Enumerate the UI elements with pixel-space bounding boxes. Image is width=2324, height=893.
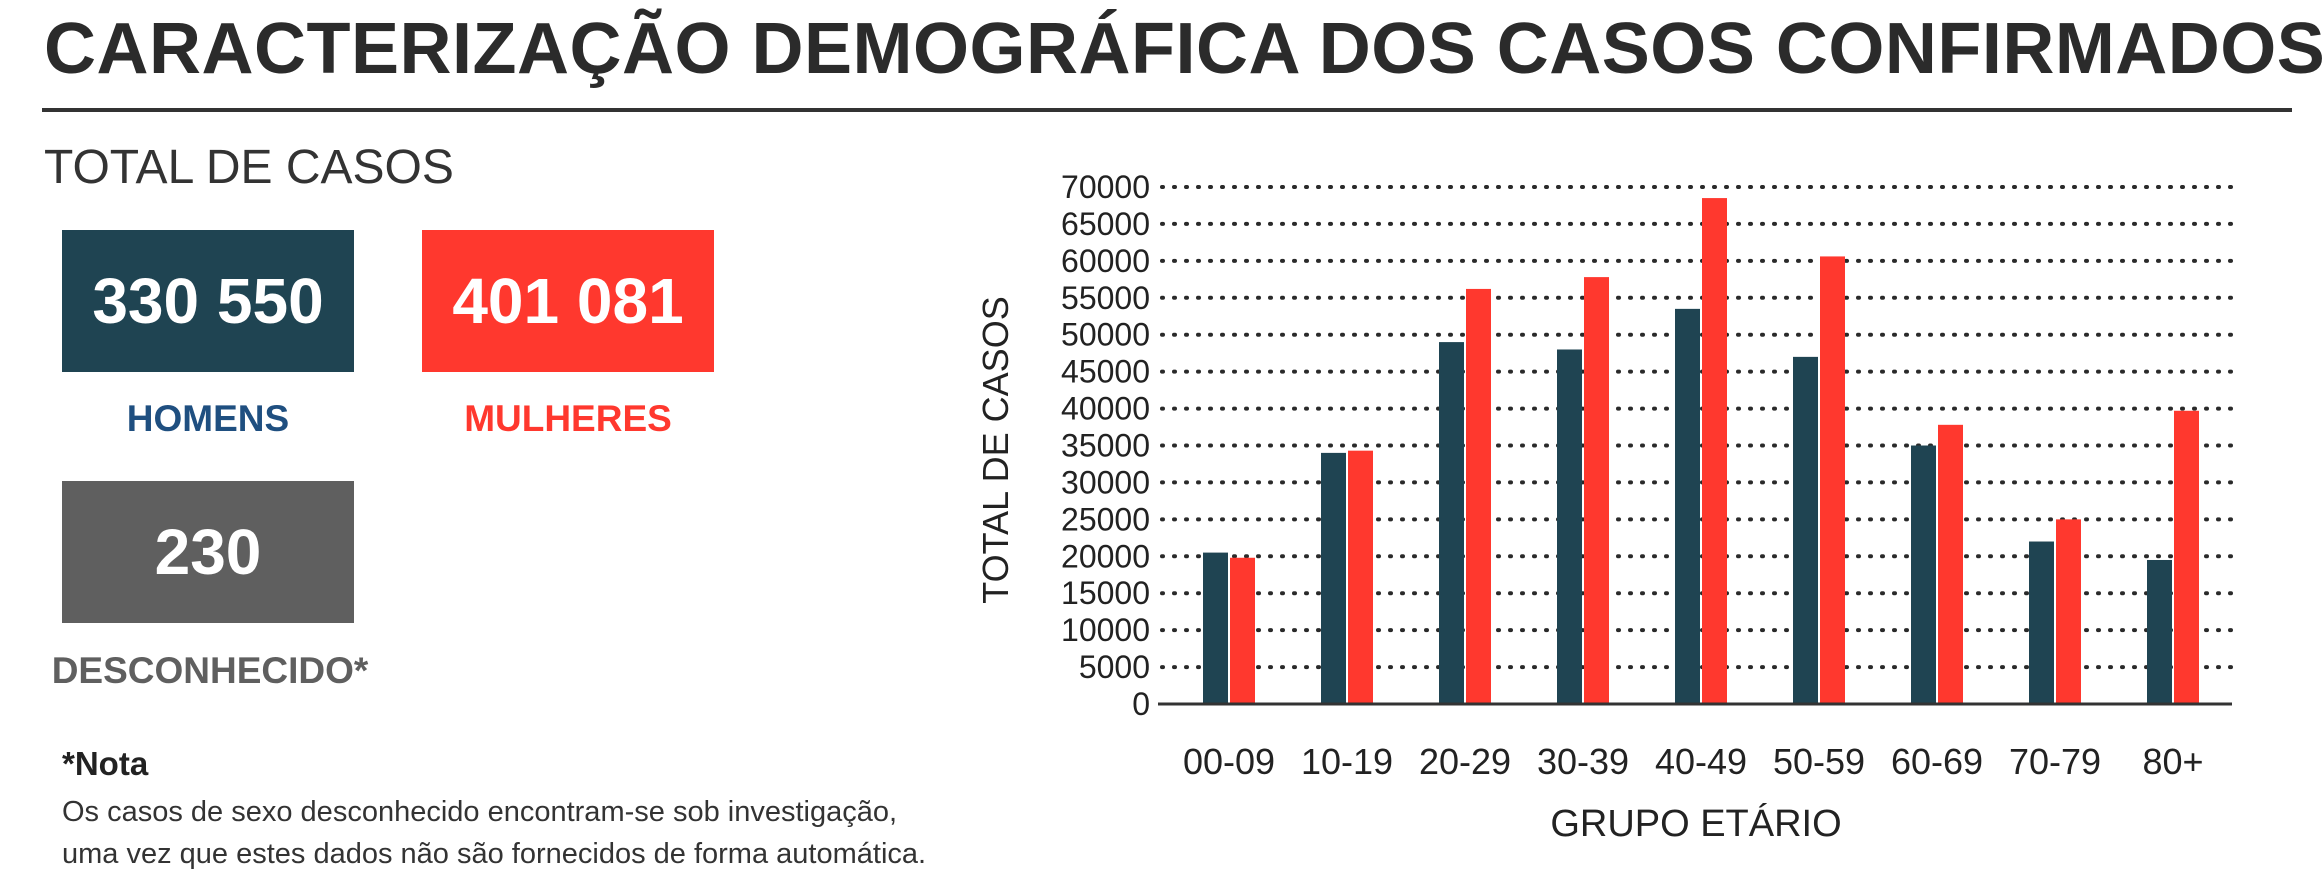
y-tick-label: 25000 [1061,501,1150,537]
y-tick-label: 20000 [1061,538,1150,574]
x-tick-label: 80+ [2142,741,2203,782]
bar-women [1584,277,1609,704]
total-cases-label: TOTAL DE CASOS [44,141,454,194]
y-tick-label: 35000 [1061,428,1150,464]
bar-men [1793,356,1818,704]
bar-men [2147,559,2172,704]
note-text-line-1: Os casos de sexo desconhecido encontram-… [62,796,898,828]
bar-men [1203,552,1228,704]
note-text-line-2: uma vez que estes dados não são fornecid… [62,838,927,870]
y-tick-label: 5000 [1079,649,1150,685]
x-tick-label: 20-29 [1419,741,1511,782]
y-tick-label: 40000 [1061,391,1150,427]
bar-women [1230,557,1255,704]
y-tick-label: 30000 [1061,464,1150,500]
men-total-value: 330 550 [92,265,324,337]
y-tick-label: 10000 [1061,612,1150,648]
bar-women [2056,519,2081,704]
y-tick-label: 60000 [1061,243,1150,279]
bar-women [2174,410,2199,704]
unknown-total-value: 230 [154,516,262,588]
x-tick-label: 40-49 [1655,741,1747,782]
y-tick-label: 65000 [1061,206,1150,242]
men-total-box: 330 550 [62,230,354,372]
unknown-total-box: 230 [62,481,354,623]
bar-men [1557,349,1582,704]
x-tick-label: 60-69 [1891,741,1983,782]
women-label: MULHERES [464,398,672,439]
bar-men [1439,342,1464,704]
bar-men [1911,445,1936,704]
bar-men [2029,541,2054,704]
bar-women [1466,288,1491,704]
bar-men [1321,452,1346,704]
bar-women [1938,424,1963,704]
women-total-value: 401 081 [452,265,684,337]
men-label: HOMENS [126,398,290,439]
y-tick-label: 15000 [1061,575,1150,611]
bar-women [1702,198,1727,705]
y-tick-label: 50000 [1061,317,1150,353]
bar-women [1348,450,1373,704]
bar-men [1675,308,1700,704]
unknown-label: DESCONHECIDO* [51,650,369,691]
y-tick-label: 55000 [1061,280,1150,316]
x-axis-title: GRUPO ETÁRIO [1550,802,1841,845]
bar-women [1820,256,1845,704]
x-tick-label: 00-09 [1183,741,1275,782]
x-tick-label: 50-59 [1773,741,1865,782]
age-group-bar-chart: 0500010000150002000025000300003500040000… [975,169,2234,845]
title-divider [42,108,2292,112]
women-total-box: 401 081 [422,230,714,372]
note-title: *Nota [62,745,149,782]
y-tick-label: 70000 [1061,169,1150,205]
x-tick-label: 10-19 [1301,741,1393,782]
y-tick-label: 0 [1132,686,1150,722]
x-tick-label: 70-79 [2009,741,2101,782]
y-tick-label: 45000 [1061,354,1150,390]
x-tick-label: 30-39 [1537,741,1629,782]
y-axis-title: TOTAL DE CASOS [975,296,1016,603]
page-title: CARACTERIZAÇÃO DEMOGRÁFICA DOS CASOS CON… [44,9,2324,89]
